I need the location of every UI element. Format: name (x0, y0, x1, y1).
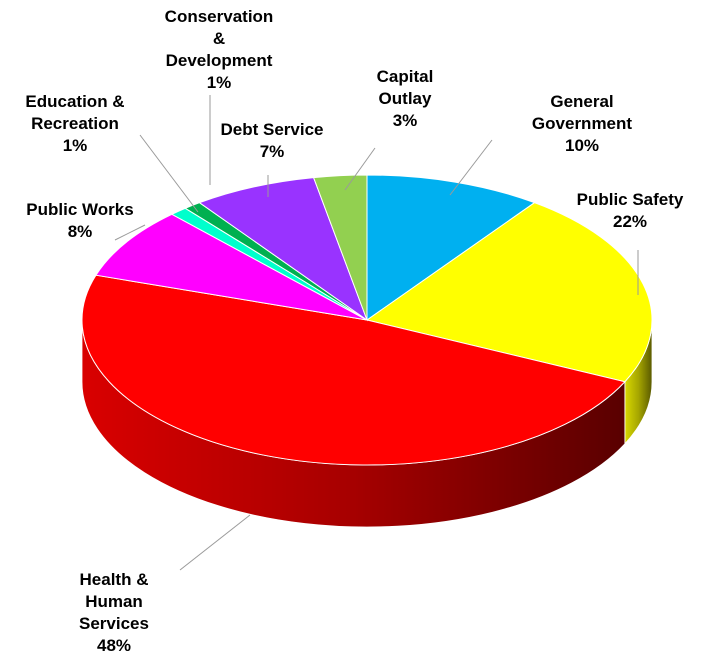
slice-label-4: Education & Recreation 1% (25, 92, 124, 155)
leader-line-0 (449, 139, 493, 196)
pie-slice-3 (95, 213, 368, 321)
pie-tops (81, 174, 653, 466)
pie-slice-2 (81, 274, 626, 466)
pie-slice-0 (366, 174, 536, 321)
slice-label-2: Health & Human Services 48% (79, 570, 149, 655)
slice-label-3: Public Works 8% (26, 200, 133, 241)
leader-line-3 (114, 224, 146, 241)
slice-labels: General Government 10% Public Safety 22% Heal… (25, 7, 684, 655)
leader-line-2 (179, 514, 251, 571)
pie-slice-6 (198, 177, 369, 322)
leader-lines (114, 95, 639, 571)
pie-slice-7 (312, 174, 368, 321)
leader-line-7 (344, 147, 376, 191)
slice-label-6: Debt Service 7% (221, 120, 324, 161)
slice-label-5: Conservation & Development 1% (165, 7, 274, 92)
slice-label-7: Capital Outlay 3% (377, 67, 434, 130)
slice-label-0: General Government 10% (532, 92, 632, 155)
leader-line-4 (139, 134, 199, 213)
slice-label-1: Public Safety 22% (577, 190, 684, 231)
